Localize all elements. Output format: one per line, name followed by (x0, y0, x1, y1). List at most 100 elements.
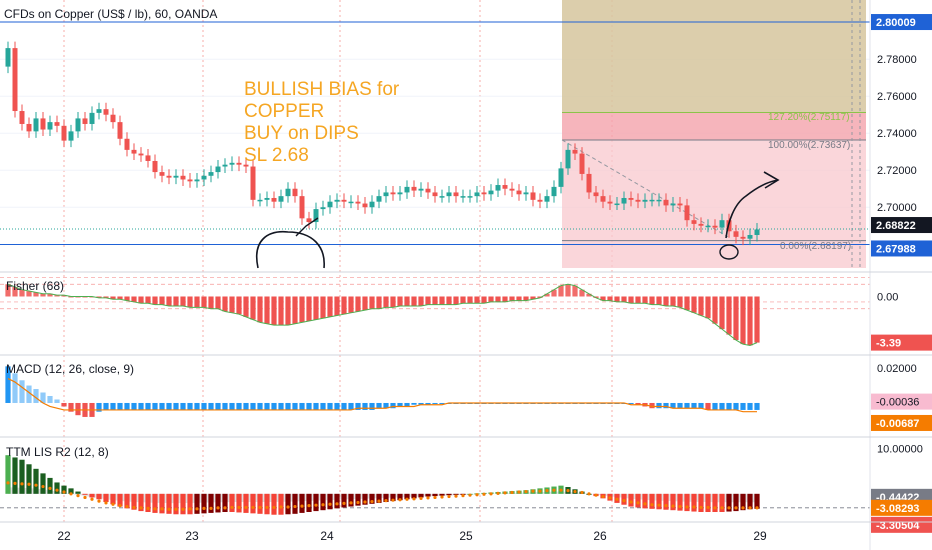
candle-body (411, 186, 417, 191)
ttm-bar (89, 493, 95, 498)
macd-bar (166, 402, 172, 410)
ttm-bar (271, 493, 277, 515)
macd-bar (670, 402, 676, 409)
ttm-bar (236, 493, 242, 513)
candle-body (691, 220, 697, 224)
macd-bar (278, 402, 284, 410)
candle-body (754, 229, 760, 235)
macd-bar (271, 402, 277, 410)
x-tick-25: 25 (459, 529, 473, 543)
candle-body (89, 112, 95, 124)
macd-bar (103, 402, 109, 410)
macd-bar (411, 402, 417, 405)
ttm-bar (747, 493, 753, 510)
fisher-bar (159, 296, 165, 305)
candle-body (166, 175, 172, 178)
ttm-bar (320, 493, 326, 511)
fisher-bar (740, 296, 746, 345)
fisher-bar (124, 296, 130, 301)
ttm-dot (629, 500, 633, 504)
fisher-bar (327, 296, 333, 317)
fisher-bar (530, 296, 536, 300)
lower-risk-zone (562, 139, 866, 268)
fib-label-0: 0.00%(2.68197) (780, 241, 851, 252)
axis-badge (871, 393, 932, 410)
ttm-bar (152, 493, 158, 513)
macd-bar (96, 402, 102, 412)
candle-body (327, 201, 333, 208)
fisher-bar (418, 296, 424, 307)
candle-body (376, 196, 382, 202)
candle-body (579, 153, 585, 174)
macd-histogram (5, 366, 760, 417)
ttm-dot (650, 503, 654, 507)
macd-bar (740, 402, 746, 410)
ttm-bar (306, 493, 312, 512)
ttm-bar (355, 493, 361, 506)
axis-background (871, 0, 932, 550)
fisher-bar (138, 296, 144, 304)
ttm-bar (250, 493, 256, 514)
ttm-dot (482, 492, 486, 496)
ttm-bar (194, 493, 200, 514)
fisher-bar (502, 296, 508, 302)
macd-bar (362, 402, 368, 410)
x-tick-23: 23 (185, 529, 199, 543)
axis-badge (871, 334, 932, 351)
fisher-bar (544, 293, 550, 297)
macd-bar (194, 402, 200, 410)
ttm-dot (314, 503, 318, 507)
candle-body (334, 199, 340, 202)
axis-badge (871, 414, 932, 431)
fisher-bar (719, 296, 725, 330)
axis-badge-label: -3.08293 (876, 503, 919, 515)
macd-bar (215, 402, 221, 410)
fisher-bar (166, 296, 172, 307)
macd-signal-line (7, 378, 757, 413)
ttm-bar (642, 493, 648, 509)
ttm-dot (139, 506, 143, 510)
ttm-dot (454, 494, 458, 498)
fisher-bar (47, 293, 53, 297)
candle-body (607, 201, 613, 204)
candle-body (26, 123, 32, 132)
ttm-bar (432, 493, 438, 497)
annotation-line-3: BUY on DIPS (244, 123, 359, 144)
ttm-dot (356, 500, 360, 505)
fisher-bar (306, 296, 312, 321)
fisher-bar (663, 296, 669, 307)
fisher-bar (551, 289, 557, 297)
macd-bar (236, 402, 242, 410)
fisher-bar (628, 296, 634, 304)
ttm-bar (670, 493, 676, 511)
fisher-bar (243, 296, 249, 317)
fisher-line (7, 283, 758, 346)
ttm-bar (215, 493, 221, 513)
ttm-dot (755, 506, 759, 510)
fisher-bar (229, 296, 235, 313)
macd-bar (229, 402, 235, 410)
fisher-bar (355, 296, 361, 312)
macd-bar (418, 402, 424, 405)
candle-body (348, 201, 354, 204)
macd-bar (201, 402, 207, 410)
ttm-bar (691, 493, 697, 512)
axis-badge (871, 240, 932, 257)
candle-body (54, 122, 60, 126)
macd-bar (376, 402, 382, 409)
ttm-dot (363, 500, 367, 504)
axis-badge (871, 499, 932, 516)
candle-body (446, 192, 452, 197)
fisher-bar (481, 296, 487, 304)
macd-bar (138, 402, 144, 410)
ttm-dot (90, 497, 94, 501)
ttm-dot (391, 498, 395, 502)
candle-body (551, 186, 557, 197)
ttm-dot (601, 494, 605, 499)
ttm-dot (636, 501, 640, 505)
fisher-bar (726, 296, 732, 335)
ttm-dot (76, 494, 80, 498)
ttm-dot (153, 507, 157, 511)
ttm-dot (160, 507, 164, 511)
